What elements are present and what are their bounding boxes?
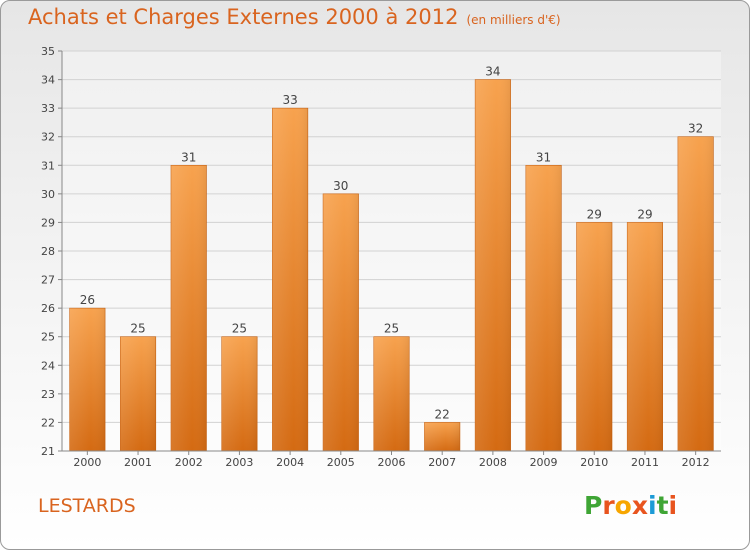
- bar-value-label: 25: [384, 322, 399, 336]
- x-tick-label: 2000: [73, 456, 101, 469]
- y-tick-label: 30: [41, 188, 55, 201]
- bar-shade: [221, 336, 258, 451]
- y-tick-label: 24: [41, 359, 55, 372]
- title-text: Achats et Charges Externes 2000 à 2012: [28, 5, 459, 29]
- y-tick-label: 25: [41, 331, 55, 344]
- logo-letter: t: [656, 491, 669, 520]
- bar-shade: [272, 108, 308, 452]
- x-tick-label: 2006: [378, 456, 406, 469]
- logo-letter: x: [631, 491, 648, 520]
- bar-value-label: 34: [485, 65, 500, 79]
- bar-value-label: 26: [80, 293, 95, 307]
- bar-shade: [323, 193, 359, 451]
- bar-shade: [69, 308, 106, 451]
- proxiti-logo: Proxiti: [584, 491, 677, 520]
- y-tick-label: 22: [41, 416, 55, 429]
- y-tick-label: 23: [41, 388, 55, 401]
- bar-shade: [475, 79, 511, 452]
- x-tick-label: 2012: [682, 456, 710, 469]
- bar-value-label: 33: [282, 93, 297, 107]
- y-tick-label: 27: [41, 274, 55, 287]
- x-tick-label: 2011: [631, 456, 659, 469]
- bar-shade: [170, 165, 207, 452]
- title-unit: (en milliers d'€): [466, 13, 561, 27]
- y-tick-label: 28: [41, 245, 55, 258]
- bars: 26 25 31 25 33 30 25 22 34 31 29 29 32: [69, 65, 714, 452]
- x-tick-label: 2007: [428, 456, 456, 469]
- bar-shade: [424, 422, 460, 451]
- bar-shade: [627, 222, 663, 451]
- y-tick-label: 26: [41, 302, 55, 315]
- bar-value-label: 22: [435, 407, 450, 421]
- location-label: LESTARDS: [38, 495, 136, 517]
- bar-shade: [525, 165, 562, 452]
- x-tick-label: 2005: [327, 456, 355, 469]
- bar-value-label: 31: [181, 150, 196, 164]
- bar-shade: [120, 336, 156, 451]
- y-axis: 21 22 23 24 25 26 27 28 29 30 31 32 33 34 35: [41, 45, 63, 458]
- logo-letter: P: [584, 491, 603, 520]
- x-axis: 2000 2001 2002 2003 2004 2005 2006 2007 2008 2009…: [62, 450, 721, 469]
- x-tick-label: 2003: [225, 456, 253, 469]
- chart-title: Achats et Charges Externes 2000 à 2012 (e…: [28, 5, 561, 29]
- x-tick-label: 2001: [124, 456, 152, 469]
- bar-value-label: 32: [688, 122, 703, 136]
- bar-shade: [576, 222, 613, 451]
- bar-shade: [373, 336, 410, 451]
- logo-letter: i: [648, 491, 657, 520]
- x-tick-label: 2009: [530, 456, 558, 469]
- y-tick-label: 33: [41, 102, 55, 115]
- bar-shade: [677, 136, 714, 451]
- logo-letter: o: [614, 491, 632, 520]
- bar-value-label: 29: [587, 207, 602, 221]
- bar-value-label: 25: [232, 322, 247, 336]
- bar-value-label: 29: [637, 207, 652, 221]
- y-tick-label: 31: [41, 159, 55, 172]
- x-tick-label: 2002: [175, 456, 203, 469]
- y-tick-label: 35: [41, 45, 55, 58]
- bar-value-label: 30: [333, 179, 348, 193]
- x-tick-label: 2004: [276, 456, 304, 469]
- bar-value-label: 31: [536, 150, 551, 164]
- y-tick-label: 29: [41, 216, 55, 229]
- y-tick-label: 34: [41, 74, 55, 87]
- y-tick-label: 32: [41, 131, 55, 144]
- bar-value-label: 25: [130, 322, 145, 336]
- x-tick-label: 2008: [479, 456, 507, 469]
- y-tick-label: 21: [41, 445, 55, 458]
- logo-letter: i: [668, 491, 678, 520]
- logo-letter: r: [602, 491, 615, 520]
- x-tick-label: 2010: [580, 456, 608, 469]
